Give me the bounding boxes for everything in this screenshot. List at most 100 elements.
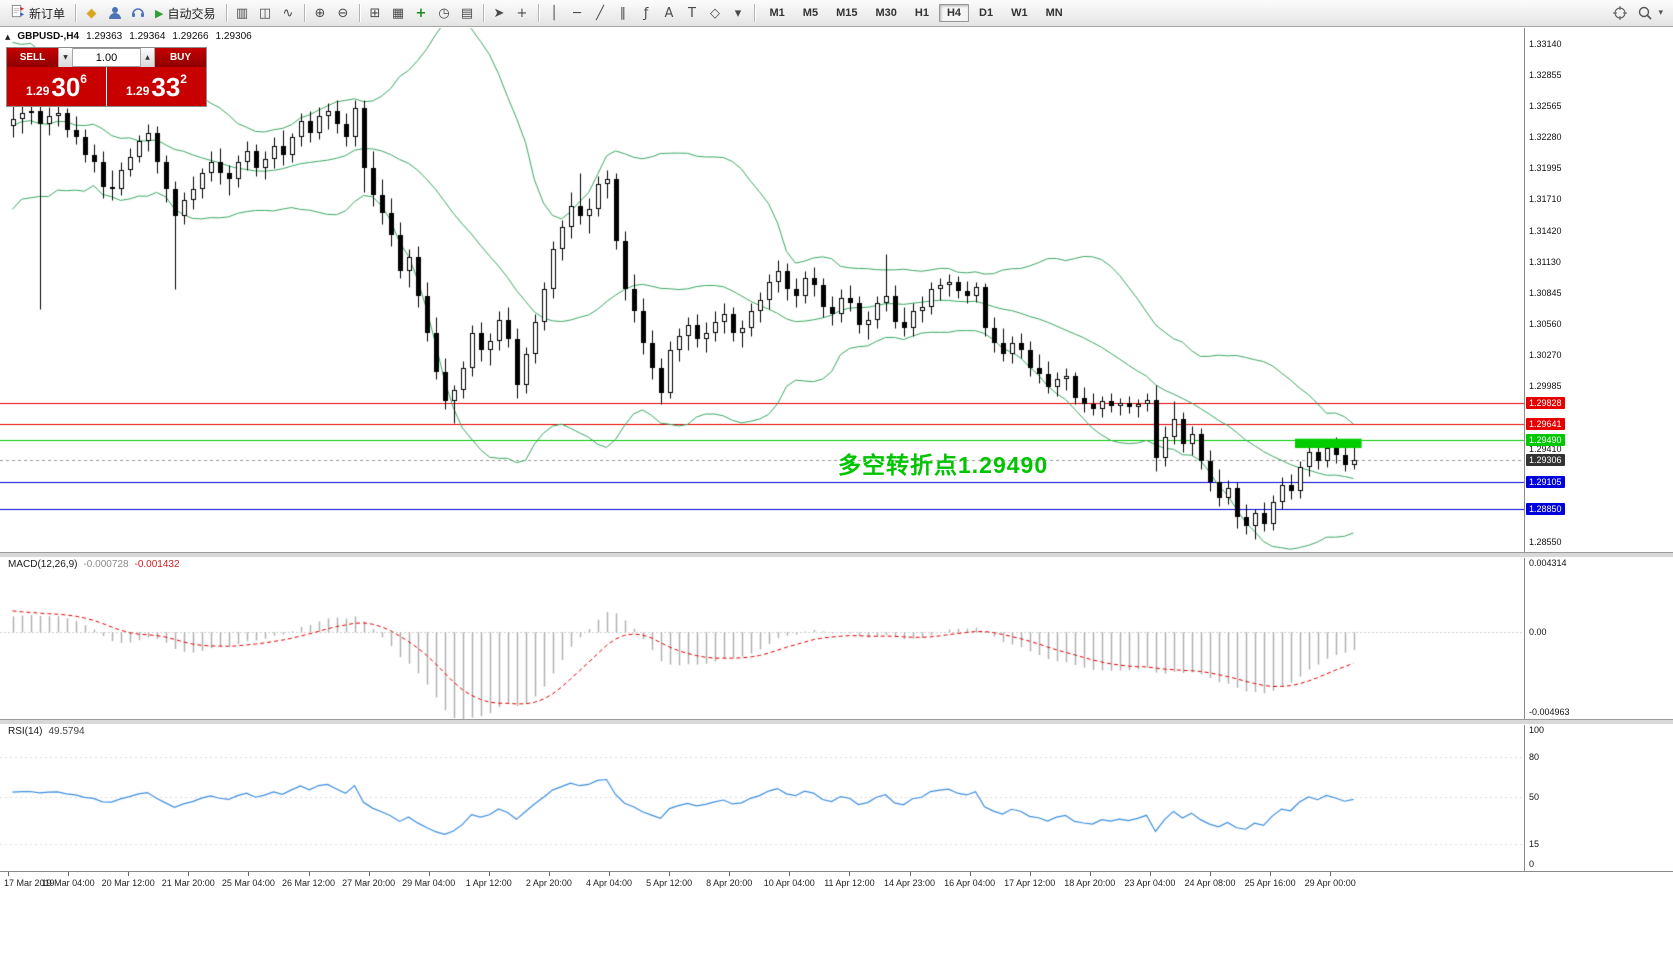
time-tick	[488, 872, 490, 876]
buy-price-panel[interactable]: 1.29 33 2	[107, 67, 206, 106]
bars-chart-icon[interactable]: ▥	[235, 5, 249, 21]
profile-icon[interactable]	[103, 3, 126, 24]
cursor-icon[interactable]: ➤	[493, 5, 505, 21]
timeframe-button-h1[interactable]: H1	[914, 7, 929, 19]
toolbar-separator	[75, 4, 77, 22]
line-chart-icon[interactable]: ∿	[282, 5, 294, 21]
toolbar-separator	[225, 4, 227, 22]
price-tag: 1.29105	[1526, 475, 1565, 488]
price-tick-label: 1.33140	[1529, 38, 1562, 49]
timeframe-button-m5[interactable]: M5	[802, 7, 819, 19]
one-click-trading-widget: SELL ▼ ▲ BUY 1.29 30 6 1.29 33 2	[6, 47, 207, 107]
play-icon: ▶	[155, 6, 164, 20]
text-icon[interactable]: A	[664, 5, 674, 21]
volume-increase-button[interactable]: ▲	[140, 48, 155, 67]
sell-button[interactable]: SELL	[7, 48, 58, 67]
sell-price-point: 6	[80, 71, 87, 86]
toolbar-separator	[358, 4, 360, 22]
rsi-header: RSI(14) 49.5794	[8, 726, 85, 737]
time-label: 17 Mar 2019	[4, 878, 55, 888]
time-label: 24 Apr 08:00	[1184, 878, 1236, 888]
chevron-down-icon[interactable]: ▾	[1658, 8, 1663, 18]
timeframe-button-m30[interactable]: M30	[875, 7, 897, 19]
rsi-scale-label: 100	[1529, 725, 1545, 735]
chevron-up-icon: ▲	[145, 54, 150, 61]
time-tick	[128, 872, 130, 876]
metaquotes-icon[interactable]: ◆	[80, 3, 103, 24]
new-order-button[interactable]: 新订单	[4, 3, 71, 23]
timeframe-group: M1 M5 M15 M30 H1 H4 D1 W1 MN	[761, 4, 1072, 22]
sell-price-pips: 30	[51, 71, 81, 102]
volume-input[interactable]	[73, 48, 140, 67]
timeframe-button-m1[interactable]: M1	[769, 7, 785, 19]
volume-decrease-button[interactable]: ▼	[58, 48, 73, 67]
time-tick	[428, 872, 430, 876]
time-label: 29 Mar 04:00	[402, 878, 456, 888]
rsi-scale-label: 0	[1529, 859, 1535, 869]
vertical-line-icon[interactable]: │	[550, 5, 558, 21]
price-axis[interactable]: 1.33140 1.32855 1.32565 1.32280 1.31995 1.317…	[1524, 28, 1673, 871]
macd-header: MACD(12,26,9) -0.000728 -0.001432	[8, 559, 180, 570]
rsi-scale-label: 80	[1529, 751, 1540, 762]
horizontal-line-icon[interactable]: ─	[573, 5, 581, 21]
time-tick	[1330, 872, 1332, 876]
rsi-panel-canvas[interactable]	[0, 723, 1524, 871]
new-order-label: 新订单	[29, 6, 66, 21]
zoom-out-icon[interactable]: ⊖	[337, 5, 349, 21]
toolbar-separator	[482, 4, 484, 22]
time-tick	[548, 872, 550, 876]
main-chart-canvas[interactable]	[0, 28, 1524, 552]
price-tag: 1.28850	[1526, 503, 1565, 516]
autotrade-button[interactable]: ▶ 自动交易	[149, 4, 221, 23]
symbol-label: GBPUSD-,H4	[17, 31, 80, 42]
candlestick-chart-icon[interactable]: ◫	[258, 5, 272, 21]
time-axis[interactable]: 17 Mar 2019 19 Mar 04:00 20 Mar 12:00 21 Ma…	[0, 871, 1673, 955]
crosshair-icon[interactable]: +	[516, 5, 528, 21]
timeframe-button-m15[interactable]: M15	[836, 7, 858, 19]
price-tick-label: 1.32280	[1529, 132, 1562, 143]
buy-button[interactable]: BUY	[155, 48, 206, 67]
quote-close: 1.29306	[215, 31, 252, 42]
time-tick	[789, 872, 791, 876]
buy-price-prefix: 1.29	[126, 83, 150, 98]
timeframe-button-d1[interactable]: D1	[979, 7, 994, 19]
timeframe-button-mn[interactable]: MN	[1045, 7, 1063, 19]
time-label: 2 Apr 20:00	[525, 878, 572, 888]
support-headset-icon[interactable]	[126, 3, 149, 24]
macd-title: MACD(12,26,9)	[8, 559, 78, 570]
fibonacci-icon[interactable]: ƒ	[643, 5, 649, 21]
macd-scale-label: 0.00	[1529, 627, 1547, 638]
dropdown-chevron-icon[interactable]: ▾	[734, 5, 742, 21]
tile-windows-icon[interactable]: ⊞	[369, 5, 381, 21]
periods-icon[interactable]: ◷	[438, 5, 450, 21]
templates-icon[interactable]: ▤	[460, 5, 474, 21]
timeframe-button-w1[interactable]: W1	[1011, 7, 1028, 19]
timeframe-button-h4[interactable]: H4	[938, 4, 969, 22]
time-label: 21 Mar 20:00	[161, 878, 215, 888]
time-label: 5 Apr 12:00	[646, 878, 693, 888]
channel-icon[interactable]: ∥	[619, 5, 627, 21]
grid-icon[interactable]: ▦	[391, 5, 405, 21]
zoom-in-icon[interactable]: ⊕	[314, 5, 326, 21]
search-icon[interactable]	[1633, 3, 1656, 24]
price-tick-label: 1.31995	[1529, 163, 1562, 174]
chevron-down-icon: ▼	[63, 54, 68, 61]
rsi-scale-label: 50	[1529, 792, 1540, 802]
trendline-icon[interactable]: ╱	[596, 5, 604, 21]
time-tick	[1089, 872, 1091, 876]
sell-price-panel[interactable]: 1.29 30 6	[7, 67, 106, 106]
time-label: 1 Apr 12:00	[465, 878, 512, 888]
price-tick-label: 1.31130	[1529, 257, 1561, 268]
time-label: 27 Mar 20:00	[342, 878, 396, 888]
price-tick-label: 1.29985	[1529, 381, 1562, 392]
panel-divider[interactable]	[0, 552, 1673, 558]
label-icon[interactable]: T	[688, 5, 696, 21]
indicators-icon[interactable]: +	[415, 5, 427, 21]
shapes-icon[interactable]: ◇	[710, 5, 720, 21]
panel-divider[interactable]	[0, 719, 1673, 725]
macd-panel-canvas[interactable]	[0, 556, 1524, 719]
target-icon[interactable]	[1608, 3, 1631, 24]
time-tick	[1029, 872, 1031, 876]
time-tick	[68, 872, 70, 876]
time-tick	[969, 872, 971, 876]
